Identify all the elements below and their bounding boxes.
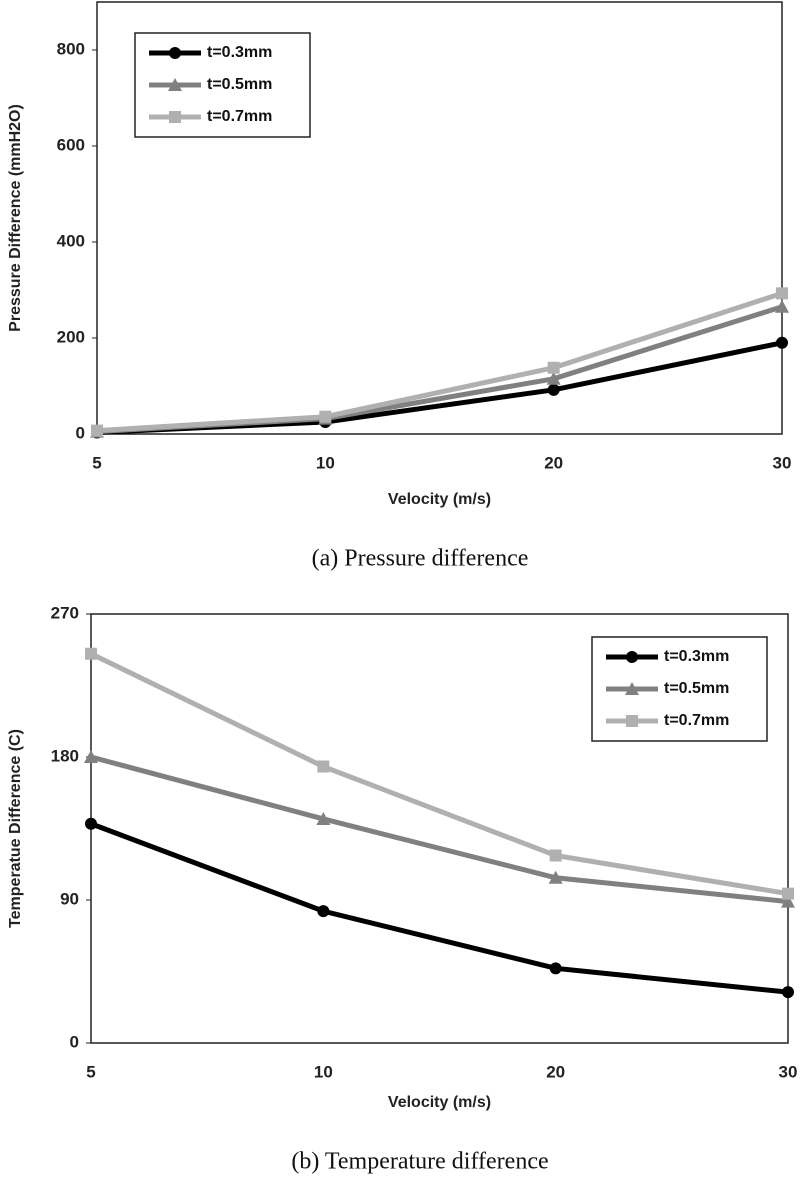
legend-label: t=0.3mm <box>207 44 272 61</box>
legend-marker <box>169 47 181 59</box>
legend-label: t=0.7mm <box>664 712 729 729</box>
legend-label: t=0.7mm <box>207 108 272 125</box>
caption: (b) Temperature difference <box>291 1149 548 1175</box>
caption: (a) Pressure difference <box>312 546 529 572</box>
marker <box>781 894 795 908</box>
y-tick-label: 270 <box>51 603 79 622</box>
marker <box>91 424 103 437</box>
y-tick-label: 600 <box>57 135 85 154</box>
x-axis-label: Velocity (m/s) <box>388 1094 491 1111</box>
y-tick-label: 0 <box>76 423 85 442</box>
marker <box>319 410 332 423</box>
x-tick-label: 20 <box>546 1062 565 1081</box>
legend-label: t=0.5mm <box>664 680 729 697</box>
series-line <box>96 290 783 434</box>
legend-marker <box>168 78 182 91</box>
y-tick-label: 200 <box>57 327 85 346</box>
legend-marker <box>625 682 639 695</box>
series-line <box>90 821 789 995</box>
y-axis-label: Pressure Difference (mmH2O) <box>7 104 24 332</box>
y-tick-label: 90 <box>60 889 79 908</box>
x-tick-label: 10 <box>314 1062 333 1081</box>
series-line <box>89 651 789 897</box>
marker <box>317 905 330 918</box>
marker <box>316 811 331 825</box>
marker <box>782 887 794 900</box>
marker <box>546 371 561 385</box>
marker <box>549 849 562 862</box>
x-tick-label: 10 <box>316 453 335 472</box>
legend-marker <box>626 651 638 663</box>
y-tick-label: 800 <box>57 39 85 58</box>
series-line <box>96 340 783 436</box>
y-tick-label: 0 <box>70 1032 79 1051</box>
marker <box>547 361 560 374</box>
plot-frame <box>96 1 783 435</box>
legend-marker <box>626 715 638 727</box>
y-axis-label: Temperatue Difference (C) <box>7 729 24 928</box>
legend-label: t=0.3mm <box>664 648 729 665</box>
x-tick-label: 30 <box>779 1062 798 1081</box>
x-tick-label: 5 <box>92 453 101 472</box>
legend-label: t=0.5mm <box>207 76 272 93</box>
marker <box>85 647 97 660</box>
marker <box>549 962 562 975</box>
marker <box>84 750 98 763</box>
y-tick-label: 400 <box>57 231 85 250</box>
series-line <box>90 754 789 905</box>
marker <box>776 287 788 300</box>
marker <box>85 817 97 830</box>
legend-marker <box>169 111 181 123</box>
marker <box>782 986 794 999</box>
marker <box>547 383 560 396</box>
x-axis-label: Velocity (m/s) <box>388 491 491 508</box>
x-tick-label: 20 <box>544 453 563 472</box>
marker <box>775 299 789 313</box>
legend-box <box>591 636 768 742</box>
marker <box>317 760 330 773</box>
marker <box>776 336 788 349</box>
chart: 0 200 400 600 800 5 10 20 30 Velocity (m/s) Pressu… <box>7 1 792 572</box>
x-tick-label: 30 <box>773 453 792 472</box>
marker <box>548 870 563 884</box>
y-tick-label: 180 <box>51 746 79 765</box>
chart: 0 90 180 270 5 10 20 30 Velocity (m/s) Temperatue… <box>7 603 797 1174</box>
x-tick-label: 5 <box>86 1062 95 1081</box>
